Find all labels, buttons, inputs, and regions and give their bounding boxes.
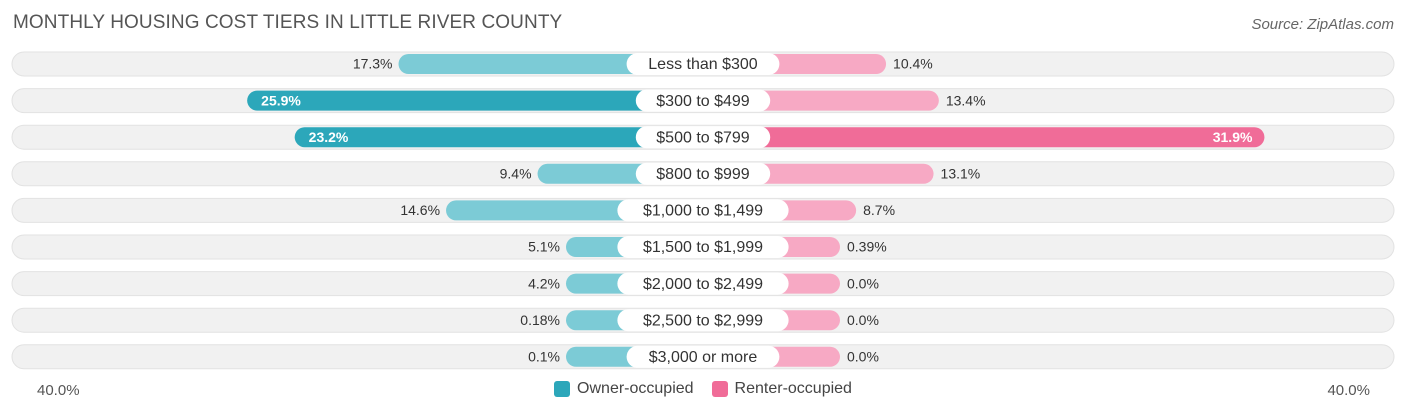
renter-value-label: 8.7% — [863, 202, 895, 218]
category-label-pill — [617, 309, 789, 332]
legend: Owner-occupied Renter-occupied — [0, 380, 1406, 398]
owner-value-label: 4.2% — [528, 275, 560, 291]
owner-value-label: 14.6% — [400, 202, 440, 218]
owner-bar — [247, 90, 703, 111]
source-note: Source: ZipAtlas.com — [1251, 16, 1394, 33]
category-label-pill — [617, 272, 789, 295]
renter-value-label: 0.0% — [847, 312, 879, 328]
legend-renter-label: Renter-occupied — [734, 380, 852, 397]
owner-value-label: 23.2% — [309, 129, 349, 145]
axis-left-label: 40.0% — [37, 382, 80, 399]
renter-value-label: 0.39% — [847, 239, 887, 255]
owner-swatch — [554, 381, 571, 397]
category-label: $3,000 or more — [649, 349, 758, 366]
renter-value-label: 0.0% — [847, 275, 879, 291]
category-label-pill — [635, 89, 771, 112]
owner-value-label: 17.3% — [353, 56, 393, 72]
owner-value-label: 0.1% — [528, 349, 560, 365]
category-label: $2,500 to $2,999 — [643, 312, 763, 329]
renter-swatch — [711, 381, 728, 397]
chart-title: MONTHLY HOUSING COST TIERS IN LITTLE RIV… — [13, 12, 563, 33]
category-label: $1,000 to $1,499 — [643, 203, 763, 220]
axis-right-label: 40.0% — [1327, 382, 1370, 399]
legend-item-owner[interactable]: Owner-occupied — [554, 380, 694, 398]
owner-bar — [294, 127, 703, 148]
category-label: Less than $300 — [648, 56, 758, 73]
category-label: $800 to $999 — [656, 166, 750, 183]
category-label-pill — [626, 345, 780, 368]
renter-value-label: 31.9% — [1213, 129, 1253, 145]
owner-value-label: 25.9% — [261, 92, 301, 108]
legend-item-renter[interactable]: Renter-occupied — [711, 380, 852, 398]
renter-value-label: 13.1% — [941, 166, 981, 182]
owner-value-label: 5.1% — [528, 239, 560, 255]
renter-value-label: 10.4% — [893, 56, 933, 72]
category-label: $1,500 to $1,999 — [643, 239, 763, 256]
category-label-pill — [617, 199, 789, 222]
category-label: $2,000 to $2,499 — [643, 276, 763, 293]
category-label: $500 to $799 — [656, 129, 750, 146]
owner-value-label: 0.18% — [520, 312, 560, 328]
category-label-pill — [635, 162, 771, 185]
legend-owner-label: Owner-occupied — [577, 380, 694, 397]
renter-value-label: 0.0% — [847, 349, 879, 365]
category-label-pill — [626, 53, 780, 75]
category-label-pill — [635, 126, 771, 149]
renter-value-label: 13.4% — [946, 92, 986, 108]
category-label: $300 to $499 — [656, 93, 750, 110]
owner-bar — [398, 54, 703, 74]
owner-value-label: 9.4% — [500, 166, 532, 182]
renter-bar — [703, 127, 1265, 148]
category-label-pill — [617, 236, 789, 258]
